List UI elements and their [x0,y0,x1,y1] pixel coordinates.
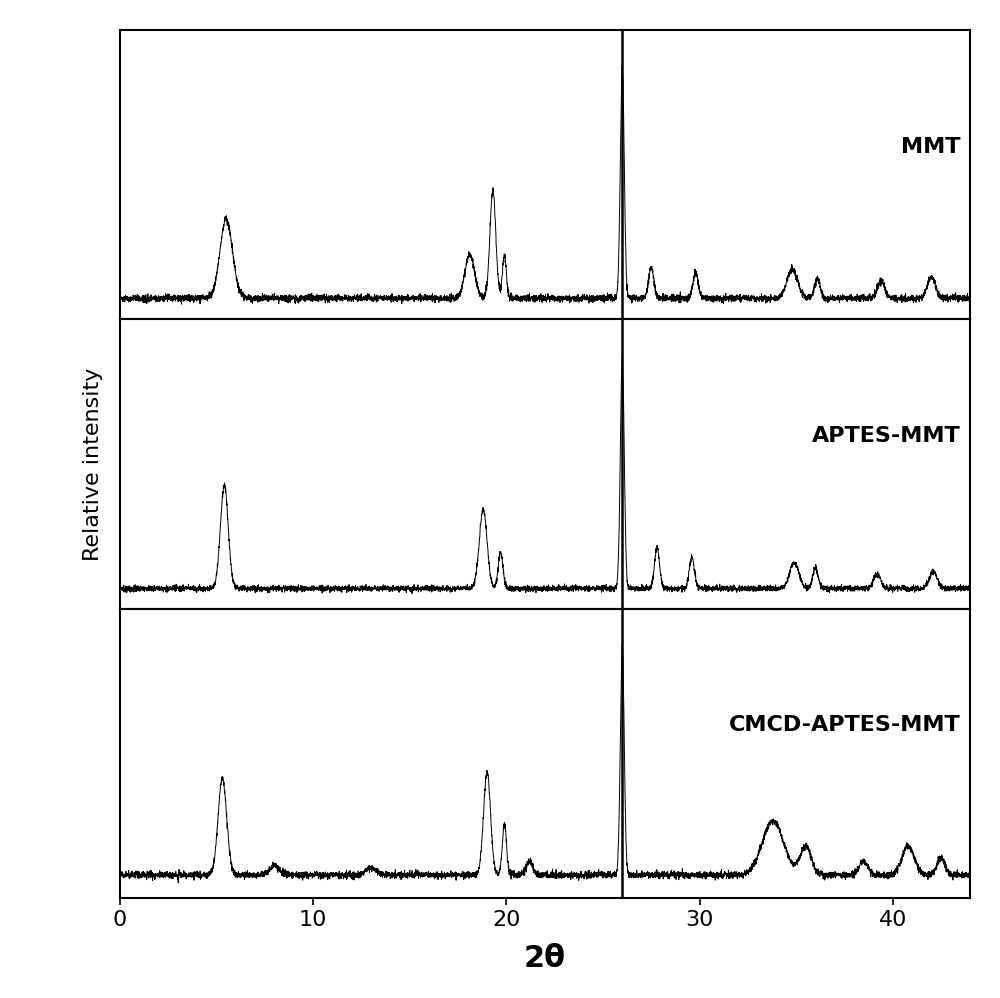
Text: MMT: MMT [901,137,960,157]
Text: CMCD-APTES-MMT: CMCD-APTES-MMT [729,716,960,736]
Y-axis label: Relative intensity: Relative intensity [83,367,103,561]
Text: APTES-MMT: APTES-MMT [812,426,960,446]
X-axis label: 2θ: 2θ [524,944,566,973]
